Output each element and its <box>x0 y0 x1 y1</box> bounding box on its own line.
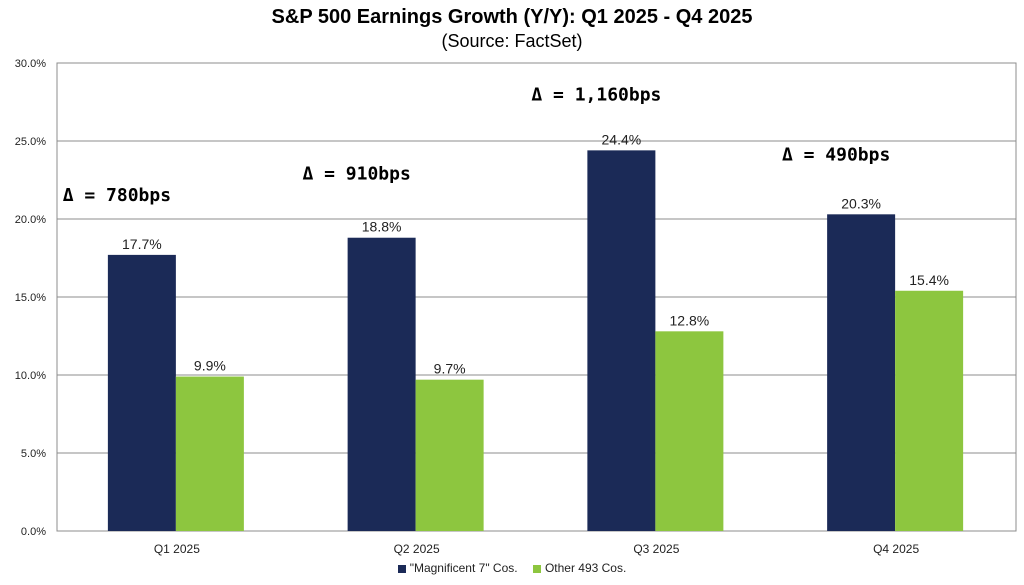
delta-annotation: Δ = 1,160bps <box>531 84 661 105</box>
bar-mag7 <box>347 237 416 531</box>
bar-other493 <box>895 290 964 531</box>
delta-annotation: Δ = 780bps <box>63 185 171 206</box>
data-label: 17.7% <box>122 236 162 252</box>
bar-mag7 <box>827 214 896 531</box>
x-tick-label: Q4 2025 <box>873 542 919 556</box>
legend-swatch-other493 <box>532 564 541 573</box>
data-label: 9.9% <box>194 358 226 374</box>
y-tick-label: 20.0% <box>15 214 46 226</box>
bar-other493 <box>175 376 244 531</box>
legend: "Magnificent 7" Cos. Other 493 Cos. <box>0 561 1024 575</box>
bar-mag7 <box>107 254 176 531</box>
data-label: 24.4% <box>602 131 642 147</box>
y-tick-label: 10.0% <box>15 370 46 382</box>
data-label: 12.8% <box>670 312 710 328</box>
legend-item-other493: Other 493 Cos. <box>532 561 627 575</box>
bar-other493 <box>655 331 724 531</box>
delta-annotation: Δ = 490bps <box>782 144 890 165</box>
data-label: 9.7% <box>434 361 466 377</box>
legend-item-mag7: "Magnificent 7" Cos. <box>397 561 518 575</box>
y-tick-label: 15.0% <box>15 292 46 304</box>
x-tick-label: Q2 2025 <box>394 542 440 556</box>
bar-other493 <box>415 379 484 531</box>
chart-subtitle: (Source: FactSet) <box>441 31 583 51</box>
legend-swatch-mag7 <box>397 564 406 573</box>
legend-label-other493: Other 493 Cos. <box>544 561 627 575</box>
data-label: 15.4% <box>909 272 949 288</box>
legend-label-mag7: "Magnificent 7" Cos. <box>409 561 518 575</box>
delta-annotation: Δ = 910bps <box>302 164 410 185</box>
data-label: 18.8% <box>362 219 402 235</box>
chart-title: S&P 500 Earnings Growth (Y/Y): Q1 2025 -… <box>271 6 753 28</box>
bar-mag7 <box>587 150 656 532</box>
x-tick-label: Q1 2025 <box>154 542 200 556</box>
data-label: 20.3% <box>841 195 881 211</box>
y-tick-label: 0.0% <box>21 526 46 538</box>
y-tick-label: 25.0% <box>15 136 46 148</box>
y-tick-label: 30.0% <box>15 58 46 70</box>
x-tick-label: Q3 2025 <box>633 542 679 556</box>
y-tick-label: 5.0% <box>21 448 46 460</box>
